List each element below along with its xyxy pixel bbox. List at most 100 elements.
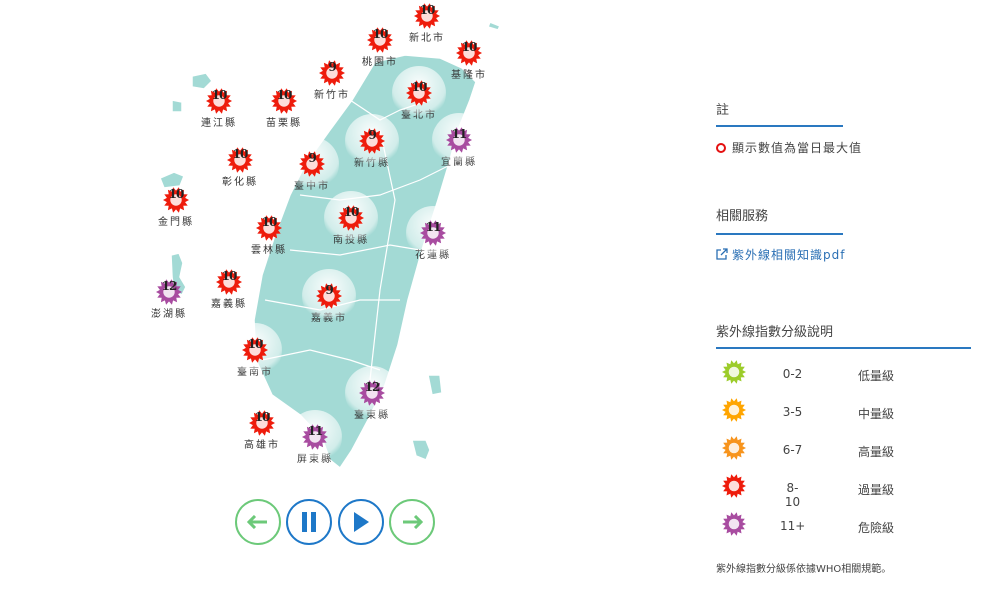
region-marker[interactable]: 9嘉義市 [299, 269, 359, 324]
uv-sun-icon [722, 398, 746, 425]
services-title: 相關服務 [716, 209, 769, 224]
region-marker[interactable]: 11花蓮縣 [403, 206, 463, 261]
region-marker[interactable]: 10臺北市 [389, 66, 449, 121]
legend-range: 0-2 [782, 367, 803, 381]
uv-sun-icon: 10 [338, 205, 364, 231]
region-marker[interactable]: 10 高雄市 [232, 410, 292, 451]
red-dot-icon [716, 143, 726, 153]
uv-sun-icon: 10 [216, 269, 242, 295]
uv-sun-icon: 10 [456, 40, 482, 66]
uv-value: 9 [308, 151, 316, 165]
uv-value: 11 [307, 424, 324, 438]
region-name: 雲林縣 [251, 245, 287, 256]
region-marker[interactable]: 12臺東縣 [342, 366, 402, 421]
legend-level: 中量級 [858, 407, 895, 421]
region-marker[interactable]: 10 彰化縣 [210, 147, 270, 188]
uv-value: 10 [232, 147, 249, 161]
region-marker[interactable]: 10 連江縣 [189, 88, 249, 129]
pause-icon [302, 512, 316, 532]
uv-value: 10 [221, 269, 238, 283]
uv-sun-icon [722, 436, 746, 463]
uv-sun-icon: 12 [359, 380, 385, 406]
region-name: 苗栗縣 [266, 118, 302, 129]
legend-range: 6-7 [782, 443, 803, 457]
uv-knowledge-link[interactable]: 紫外線相關知識pdf [716, 246, 845, 263]
uv-value: 9 [328, 60, 336, 74]
uv-sun-icon: 9 [299, 151, 325, 177]
uv-sun-icon: 11 [446, 127, 472, 153]
uv-value: 10 [211, 88, 228, 102]
uv-sun-icon: 10 [256, 215, 282, 241]
region-name: 新竹市 [314, 90, 350, 101]
uv-value: 9 [325, 283, 333, 297]
region-name: 澎湖縣 [151, 309, 187, 320]
uv-sun-icon: 10 [163, 187, 189, 213]
region-marker[interactable]: 10臺南市 [225, 323, 285, 378]
region-marker[interactable]: 10 基隆市 [439, 40, 499, 81]
next-button[interactable] [389, 499, 435, 545]
region-name: 桃園市 [362, 57, 398, 68]
uv-sun-icon: 10 [249, 410, 275, 436]
region-marker[interactable]: 10南投縣 [321, 191, 381, 246]
divider [716, 347, 971, 349]
legend-footnote: 紫外線指數分級係依據WHO相關規範。 [716, 564, 892, 575]
uv-sun-icon: 10 [367, 27, 393, 53]
uv-sun-icon [722, 512, 746, 539]
legend-row: 8-10 過量級 [720, 474, 920, 509]
previous-button[interactable] [235, 499, 281, 545]
arrow-right-icon [403, 515, 423, 529]
region-name: 新北市 [409, 33, 445, 44]
legend-row: 11+ 危險級 [720, 512, 920, 540]
divider [716, 233, 843, 235]
play-icon [354, 512, 369, 532]
region-marker[interactable]: 10 新北市 [397, 3, 457, 44]
uv-value: 10 [343, 205, 360, 219]
legend-level: 危險級 [858, 521, 895, 535]
uv-sun-icon: 11 [420, 220, 446, 246]
uv-value: 12 [161, 279, 178, 293]
uv-value: 10 [254, 410, 271, 424]
region-marker[interactable]: 9臺中市 [282, 137, 342, 192]
uv-value: 11 [425, 220, 442, 234]
uv-sun-icon: 10 [271, 88, 297, 114]
region-marker[interactable]: 9 新竹市 [302, 60, 362, 101]
legend-level: 低量級 [858, 369, 895, 383]
uv-value: 10 [461, 40, 478, 54]
region-marker[interactable]: 11屏東縣 [285, 410, 345, 465]
uv-sun-icon [722, 474, 746, 501]
uv-sun-icon: 10 [227, 147, 253, 173]
region-name: 彰化縣 [222, 177, 258, 188]
legend-row: 6-7 高量級 [720, 436, 920, 464]
region-name: 金門縣 [158, 217, 194, 228]
region-marker[interactable]: 10 嘉義縣 [199, 269, 259, 310]
region-marker[interactable]: 11宜蘭縣 [429, 113, 489, 168]
legend-title: 紫外線指數分級說明 [716, 325, 834, 340]
uv-sun-icon [722, 360, 746, 387]
region-name: 連江縣 [201, 118, 237, 129]
notes-text: 顯示數值為當日最大值 [732, 141, 863, 155]
uv-sun-icon: 9 [316, 283, 342, 309]
uv-value: 10 [411, 80, 428, 94]
legend-row: 0-2 低量級 [720, 360, 920, 388]
legend-level: 過量級 [858, 483, 895, 497]
region-marker[interactable]: 9新竹縣 [342, 114, 402, 169]
pause-button[interactable] [286, 499, 332, 545]
uv-value: 12 [364, 380, 381, 394]
uv-value: 10 [168, 187, 185, 201]
legend-range: 8-10 [784, 481, 801, 509]
uv-value: 10 [247, 337, 264, 351]
uv-value: 10 [419, 3, 436, 17]
region-marker[interactable]: 10 金門縣 [146, 187, 206, 228]
region-marker[interactable]: 12 澎湖縣 [139, 279, 199, 320]
link-text: 紫外線相關知識pdf [732, 248, 846, 262]
region-name: 嘉義縣 [211, 299, 247, 310]
region-marker[interactable]: 10 桃園市 [350, 27, 410, 68]
region-name: 基隆市 [451, 70, 487, 81]
region-marker[interactable]: 10 雲林縣 [239, 215, 299, 256]
region-marker[interactable]: 10 苗栗縣 [254, 88, 314, 129]
arrow-left-icon [247, 515, 267, 529]
uv-sun-icon: 10 [206, 88, 232, 114]
uv-value: 10 [372, 27, 389, 41]
play-button[interactable] [338, 499, 384, 545]
